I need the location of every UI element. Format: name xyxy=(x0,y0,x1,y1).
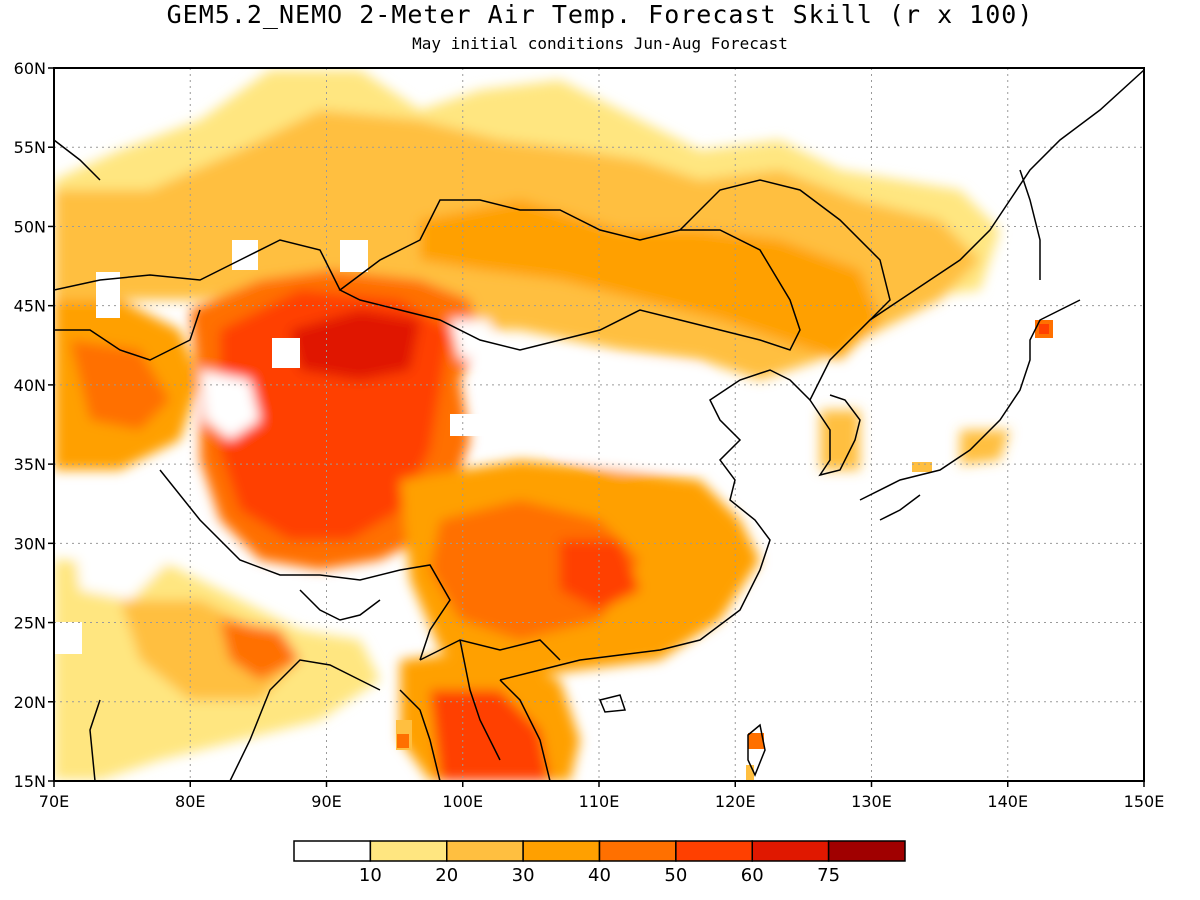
y-tick-label: 35N xyxy=(14,455,46,474)
colorbar-swatch xyxy=(293,840,372,862)
gridlines xyxy=(54,68,1144,781)
y-tick-label: 15N xyxy=(14,772,46,791)
colorbar-label: 20 xyxy=(435,865,458,886)
colorbar-label: 75 xyxy=(817,865,840,886)
map-title: GEM5.2_NEMO 2-Meter Air Temp. Forecast S… xyxy=(166,0,1034,29)
colorbar-label: 50 xyxy=(664,865,687,886)
y-tick-label: 50N xyxy=(14,217,46,236)
colorbar-swatch xyxy=(446,840,524,862)
colorbar-swatch xyxy=(675,840,753,862)
x-tick-label: 90E xyxy=(311,792,341,811)
colorbar-swatch xyxy=(369,840,448,862)
colorbar-label: 30 xyxy=(512,865,535,886)
colorbar: 10 20 30 40 50 60 75 xyxy=(293,840,906,886)
colorbar-label: 60 xyxy=(741,865,764,886)
map-subtitle: May initial conditions Jun-Aug Forecast xyxy=(412,34,788,53)
colorbar-swatch xyxy=(598,840,677,862)
colorbar-label: 40 xyxy=(588,865,611,886)
x-tick-label: 120E xyxy=(715,792,756,811)
x-tick-label: 80E xyxy=(175,792,205,811)
colorbar-swatch xyxy=(751,840,830,862)
coastlines-borders xyxy=(54,69,1144,781)
y-tick-label: 40N xyxy=(14,376,46,395)
y-tick-label: 45N xyxy=(14,297,46,316)
y-tick-label: 55N xyxy=(14,138,46,157)
x-tick-label: 150E xyxy=(1124,792,1165,811)
y-tick-label: 20N xyxy=(14,693,46,712)
y-tick-label: 30N xyxy=(14,534,46,553)
colorbar-label: 10 xyxy=(359,865,382,886)
colorbar-swatch xyxy=(827,840,906,862)
y-axis-ticks: 15N 20N 25N 30N 35N 40N 45N 50N 55N 60N xyxy=(14,59,54,791)
x-tick-label: 130E xyxy=(851,792,892,811)
shaded-field xyxy=(54,68,1144,781)
y-tick-label: 60N xyxy=(14,59,46,78)
x-tick-label: 100E xyxy=(442,792,483,811)
x-tick-label: 140E xyxy=(987,792,1028,811)
x-tick-label: 110E xyxy=(579,792,620,811)
x-tick-label: 70E xyxy=(39,792,69,811)
colorbar-swatch xyxy=(522,840,601,862)
y-tick-label: 25N xyxy=(14,614,46,633)
x-axis-ticks: 70E 80E 90E 100E 110E 120E 130E 140E 150E xyxy=(39,781,1165,811)
